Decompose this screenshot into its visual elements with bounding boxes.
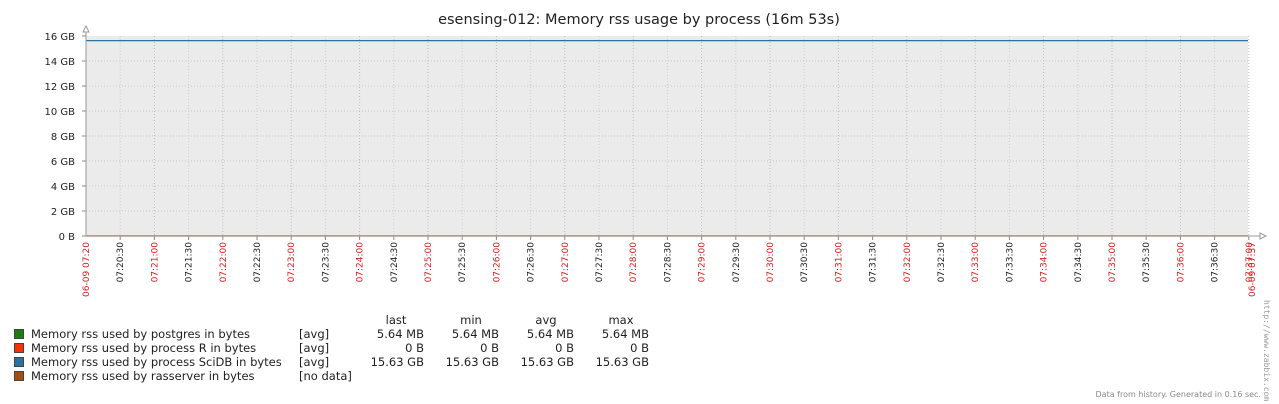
x-tick-label: 07:31:00 xyxy=(834,242,844,283)
legend-max: 0 B xyxy=(630,341,649,355)
x-tick-label: 07:36:30 xyxy=(1211,242,1221,283)
x-tick-label: 07:23:30 xyxy=(321,242,331,283)
x-tick-label: 07:25:30 xyxy=(458,242,468,283)
x-tick-label: 07:22:30 xyxy=(253,242,263,283)
x-start-label: 06-09 07:20 xyxy=(82,242,92,297)
y-tick-label: 8 GB xyxy=(51,132,75,143)
x-tick-label: 07:33:00 xyxy=(971,242,981,283)
y-axis-arrow xyxy=(82,24,90,33)
legend-min: 0 B xyxy=(480,341,499,355)
legend-min: 15.63 GB xyxy=(445,355,499,369)
x-tick-label: 07:34:00 xyxy=(1040,242,1050,283)
legend-swatch xyxy=(14,357,24,367)
x-tick-label: 07:23:00 xyxy=(287,242,297,283)
legend-avg: 5.64 MB xyxy=(526,327,574,341)
x-tick-label: 07:24:00 xyxy=(356,242,366,283)
legend-series-name: Memory rss used by postgres in bytes xyxy=(31,327,251,341)
x-tick-label: 07:32:00 xyxy=(903,242,913,283)
y-tick-label: 14 GB xyxy=(44,57,75,68)
x-tick-label: 07:26:30 xyxy=(527,242,537,283)
x-tick-label: 07:31:30 xyxy=(869,242,879,283)
legend-min: 5.64 MB xyxy=(451,327,499,341)
x-tick-label: 07:36:00 xyxy=(1176,242,1186,283)
x-tick-label: 07:21:30 xyxy=(185,242,195,283)
legend-func: [no data] xyxy=(299,369,352,383)
x-axis-arrow xyxy=(1259,232,1268,240)
x-tick-label: 07:22:00 xyxy=(219,242,229,283)
x-end-label: 06-09 07:37 xyxy=(1248,242,1258,297)
generation-footer: Data from history. Generated in 0.16 sec… xyxy=(1095,390,1261,399)
legend-max: 5.64 MB xyxy=(601,327,649,341)
x-tick-label: 07:34:30 xyxy=(1074,242,1084,283)
x-tick-label: 07:28:00 xyxy=(629,242,639,283)
x-tick-label: 07:35:30 xyxy=(1142,242,1152,283)
legend-header-last: last xyxy=(385,313,407,327)
legend-max: 15.63 GB xyxy=(595,355,649,369)
x-tick-label: 07:21:00 xyxy=(150,242,160,283)
x-tick-label: 07:27:00 xyxy=(561,242,571,283)
x-tick-label: 07:37:00 xyxy=(1245,242,1255,283)
y-tick-label: 12 GB xyxy=(44,82,75,93)
y-tick-label: 4 GB xyxy=(51,182,75,193)
x-tick-label: 07:32:30 xyxy=(937,242,947,283)
legend-last: 0 B xyxy=(405,341,424,355)
legend-series-name: Memory rss used by rasserver in bytes xyxy=(31,369,255,383)
x-tick-label: 07:27:30 xyxy=(595,242,605,283)
legend-last: 15.63 GB xyxy=(370,355,424,369)
legend-last: 5.64 MB xyxy=(376,327,424,341)
y-tick-label: 6 GB xyxy=(51,157,75,168)
x-tick-label: 07:20:30 xyxy=(116,242,126,283)
x-tick-label: 07:29:30 xyxy=(732,242,742,283)
zabbix-watermark: http://www.zabbix.com xyxy=(1262,300,1271,402)
y-tick-label: 16 GB xyxy=(44,32,75,43)
x-tick-label: 07:24:30 xyxy=(390,242,400,283)
legend-swatch xyxy=(14,329,24,339)
chart-title: esensing-012: Memory rss usage by proces… xyxy=(438,12,840,28)
legend-swatch xyxy=(14,343,24,353)
x-tick-label: 07:29:00 xyxy=(698,242,708,283)
x-tick-label: 07:35:00 xyxy=(1108,242,1118,283)
x-tick-label: 07:33:30 xyxy=(1005,242,1015,283)
y-tick-label: 10 GB xyxy=(44,107,75,118)
legend-series-name: Memory rss used by process SciDB in byte… xyxy=(31,355,282,369)
legend-swatch xyxy=(14,371,24,381)
x-tick-label: 07:28:30 xyxy=(663,242,673,283)
legend-func: [avg] xyxy=(299,327,330,341)
legend-func: [avg] xyxy=(299,341,330,355)
legend-header-max: max xyxy=(608,313,634,327)
x-tick-label: 07:25:00 xyxy=(424,242,434,283)
y-tick-label: 2 GB xyxy=(51,207,75,218)
legend-func: [avg] xyxy=(299,355,330,369)
legend-avg: 0 B xyxy=(555,341,574,355)
legend-header-min: min xyxy=(460,313,482,327)
legend-avg: 15.63 GB xyxy=(520,355,574,369)
x-tick-label: 07:30:30 xyxy=(800,242,810,283)
legend-header-avg: avg xyxy=(535,313,557,327)
legend-series-name: Memory rss used by process R in bytes xyxy=(31,341,257,355)
y-tick-label: 0 B xyxy=(59,232,76,243)
x-tick-label: 07:26:00 xyxy=(492,242,502,283)
x-tick-label: 07:30:00 xyxy=(766,242,776,283)
